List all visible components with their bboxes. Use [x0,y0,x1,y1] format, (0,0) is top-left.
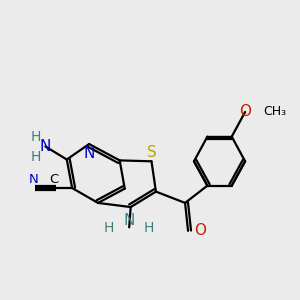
Text: H: H [30,149,41,164]
Text: CH₃: CH₃ [263,106,286,118]
Text: H: H [103,221,114,235]
Text: N: N [40,139,51,154]
Text: S: S [147,145,156,160]
Text: O: O [239,104,251,119]
Text: H: H [30,130,41,144]
Text: O: O [194,223,206,238]
Text: N: N [124,213,135,228]
Text: N: N [28,173,38,186]
Text: C: C [49,173,58,186]
Text: N: N [83,146,95,161]
Text: H: H [144,221,154,235]
